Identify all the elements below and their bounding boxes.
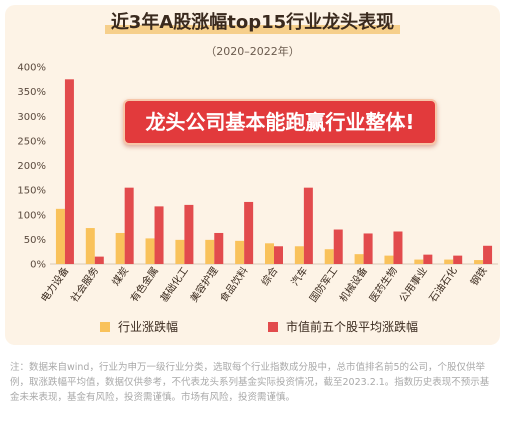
bar-industry	[294, 246, 304, 264]
bar-industry	[474, 260, 484, 264]
y-tick-label: 350%	[17, 87, 46, 98]
x-tick-label: 国防军工	[307, 264, 341, 304]
chart-subtitle: （2020–2022年）	[205, 45, 300, 58]
x-tick-label: 机械设备	[336, 264, 370, 304]
x-tick-label: 煤炭	[109, 264, 131, 288]
y-tick-label: 100%	[17, 210, 46, 221]
bar-leaders	[274, 246, 283, 264]
y-tick-label: 400%	[17, 63, 46, 74]
bar-industry	[85, 228, 95, 264]
x-tick-label: 食品饮料	[217, 264, 251, 304]
bars	[55, 79, 493, 264]
legend-item-leaders: 市值前五个股平均涨跌幅	[268, 318, 418, 335]
bar-leaders	[453, 255, 463, 264]
x-tick-label: 钢铁	[467, 264, 489, 288]
y-tick-label: 250%	[17, 136, 46, 147]
bar-leaders	[124, 187, 134, 264]
bar-industry	[175, 239, 185, 264]
highlight-banner: 龙头公司基本能跑赢行业整体!	[123, 99, 437, 145]
chart-card	[5, 5, 500, 345]
chart-title: 近3年A股涨幅top15行业龙头表现	[104, 10, 401, 36]
x-tick-label: 有色金属	[127, 264, 161, 304]
y-tick-label: 0%	[30, 260, 46, 271]
bar-leaders	[393, 231, 403, 264]
bar-industry	[354, 254, 364, 264]
y-tick-label: 150%	[17, 186, 46, 197]
legend-swatch-leaders	[268, 321, 278, 332]
legend-label-leaders: 市值前五个股平均涨跌幅	[286, 320, 419, 334]
x-tick-label: 石油石化	[426, 264, 460, 304]
bar-leaders	[244, 201, 254, 264]
bar-leaders	[483, 245, 493, 264]
bar-chart: 0% 50% 100% 150% 200% 250% 300% 350% 400% 电力设备社会…	[17, 63, 498, 304]
x-tick-label: 美容护理	[187, 264, 221, 304]
x-tick-label: 公用事业	[396, 264, 430, 304]
bar-leaders	[363, 233, 373, 264]
x-tick-label: 医药生物	[366, 264, 400, 304]
bar-industry	[265, 243, 274, 264]
bar-leaders	[64, 79, 74, 264]
legend-item-industry: 行业涨跌幅	[100, 318, 178, 335]
bar-industry	[145, 238, 155, 264]
legend-label-industry: 行业涨跌幅	[118, 320, 179, 334]
y-tick-label: 50%	[24, 235, 46, 246]
y-tick-label: 300%	[17, 112, 46, 123]
bar-leaders	[303, 187, 313, 264]
bar-leaders	[333, 229, 343, 264]
x-tick-label: 综合	[258, 264, 280, 288]
bar-industry	[235, 240, 245, 264]
bar-leaders	[94, 256, 104, 264]
bar-leaders	[214, 232, 224, 264]
bar-leaders	[154, 206, 164, 264]
y-tick-label: 200%	[17, 161, 46, 172]
x-tick-label: 基础化工	[157, 264, 191, 304]
bar-industry	[115, 232, 125, 264]
bar-industry	[324, 249, 334, 264]
footnote: 注：数据来自wind，行业为申万一级行业分类，选取每个行业指数成分股中，总市值排…	[10, 362, 490, 403]
legend-swatch-industry	[100, 321, 110, 332]
bar-industry	[55, 208, 65, 264]
bar-leaders	[184, 204, 194, 264]
title-wrap: 近3年A股涨幅top15行业龙头表现	[0, 10, 505, 36]
x-tick-label: 社会服务	[68, 264, 102, 304]
x-tick-label: 汽车	[288, 264, 310, 288]
bar-industry	[205, 239, 215, 264]
bar-industry	[384, 255, 394, 264]
bar-leaders	[423, 254, 433, 264]
bar-industry	[444, 259, 454, 264]
bar-industry	[414, 259, 424, 264]
